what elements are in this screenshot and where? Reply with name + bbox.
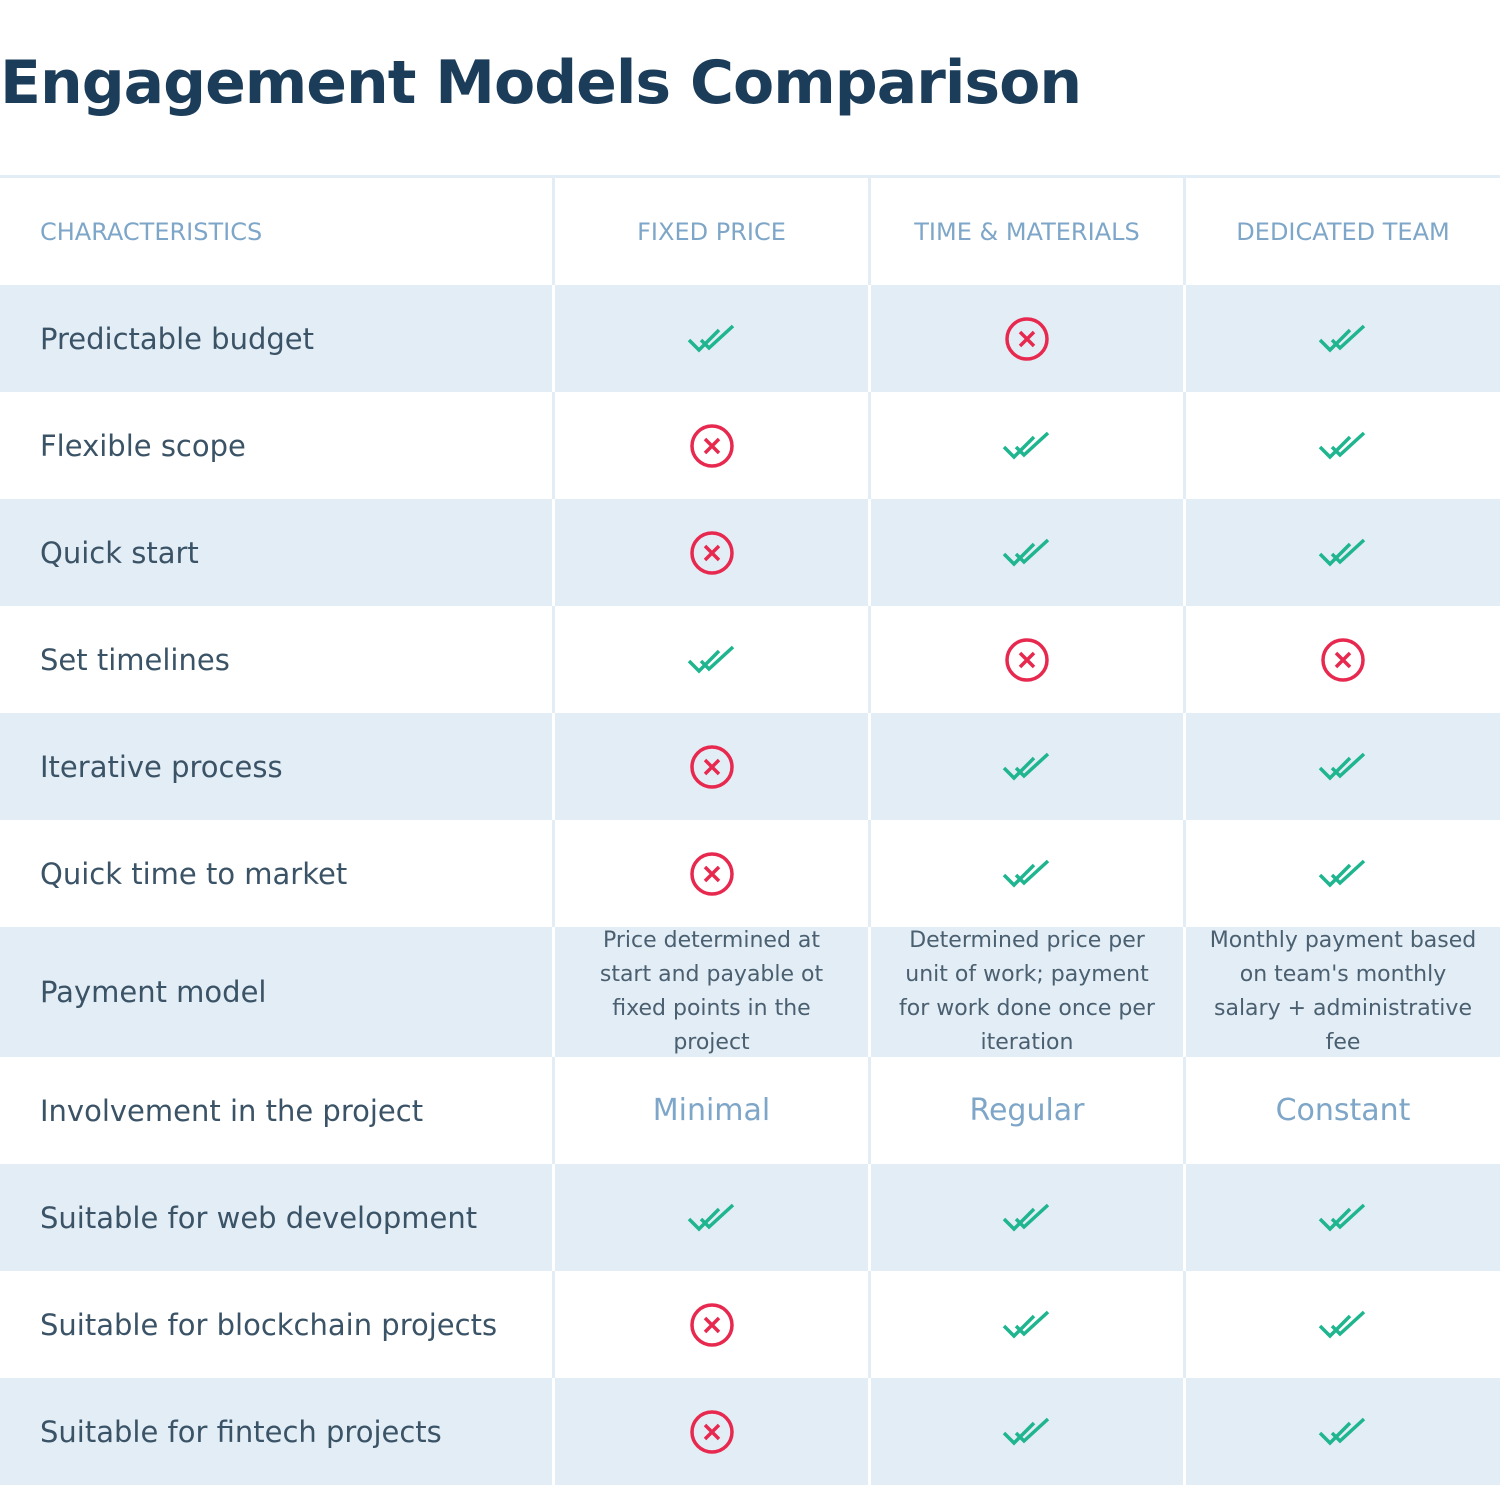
- cell: [1183, 1378, 1500, 1485]
- check-icon: [1002, 431, 1050, 459]
- cell: [552, 499, 868, 606]
- cell: [552, 1271, 868, 1378]
- cell: [868, 499, 1183, 606]
- cell-text: Constant: [1183, 1057, 1500, 1164]
- cell: [552, 285, 868, 392]
- cell: [1183, 499, 1500, 606]
- check-icon: [1318, 1310, 1366, 1338]
- table-row: Suitable for fintech projects: [0, 1378, 1500, 1485]
- header-cell: DEDICATED TEAM: [1183, 178, 1500, 285]
- check-icon: [1318, 859, 1366, 887]
- check-icon: [1002, 752, 1050, 780]
- check-icon: [1318, 324, 1366, 352]
- check-icon: [687, 645, 734, 673]
- check-icon: [687, 1203, 734, 1231]
- table-row: Predictable budget: [0, 285, 1500, 392]
- check-icon: [1002, 1310, 1050, 1338]
- cross-icon: [689, 744, 734, 789]
- page-title: Engagement Models Comparison: [0, 48, 1082, 118]
- cell: [868, 606, 1183, 713]
- check-icon: [1318, 538, 1366, 566]
- check-icon: [1002, 538, 1050, 566]
- row-label: Payment model: [40, 975, 267, 1009]
- cell: [552, 392, 868, 499]
- cell: [868, 392, 1183, 499]
- cross-icon: [689, 1409, 734, 1454]
- cell-text: Regular: [868, 1057, 1183, 1164]
- header-row: CHARACTERISTICS FIXED PRICE TIME & MATERIA…: [0, 178, 1500, 285]
- table-row: Flexible scope: [0, 392, 1500, 499]
- check-icon: [1318, 752, 1366, 780]
- table-row: Suitable for web development: [0, 1164, 1500, 1271]
- cell: [552, 1378, 868, 1485]
- comparison-table: CHARACTERISTICS FIXED PRICE TIME & MATERIA…: [0, 175, 1500, 1485]
- check-icon: [1002, 1203, 1050, 1231]
- cell: [1183, 392, 1500, 499]
- cell-text: Determined price per unit of work; payme…: [868, 927, 1183, 1057]
- header-cell: TIME & MATERIALS: [868, 178, 1183, 285]
- cell: [552, 1164, 868, 1271]
- cell: [1183, 713, 1500, 820]
- cell: [552, 606, 868, 713]
- row-label: Iterative process: [40, 749, 283, 784]
- cell: [552, 820, 868, 927]
- cell: [1183, 1164, 1500, 1271]
- row-label: Set timelines: [40, 642, 230, 677]
- check-icon: [1318, 431, 1366, 459]
- row-label: Involvement in the project: [40, 1093, 424, 1128]
- table-row: Iterative process: [0, 713, 1500, 820]
- cross-icon: [689, 530, 734, 575]
- row-label: Suitable for blockchain projects: [40, 1307, 498, 1342]
- row-label: Flexible scope: [40, 428, 246, 463]
- cell: [868, 1164, 1183, 1271]
- cell: [868, 713, 1183, 820]
- table-row: Involvement in the project Minimal Regular…: [0, 1057, 1500, 1164]
- cell: [868, 285, 1183, 392]
- cell-text: Price determined at start and payable ot…: [552, 927, 868, 1057]
- table-row: Set timelines: [0, 606, 1500, 713]
- cross-icon: [1321, 637, 1365, 682]
- header-cell: CHARACTERISTICS: [40, 217, 263, 246]
- cell: [1183, 1271, 1500, 1378]
- header-cell: FIXED PRICE: [552, 178, 868, 285]
- row-label: Predictable budget: [40, 321, 314, 356]
- cell: [552, 713, 868, 820]
- check-icon: [1002, 1417, 1050, 1445]
- table-row: Quick start: [0, 499, 1500, 606]
- table-row: Suitable for blockchain projects: [0, 1271, 1500, 1378]
- check-icon: [1318, 1417, 1366, 1445]
- table-row: Payment model Price determined at start a…: [0, 927, 1500, 1057]
- cell-text: Minimal: [552, 1057, 868, 1164]
- cross-icon: [689, 423, 734, 468]
- cross-icon: [689, 1302, 734, 1347]
- cell: [868, 1271, 1183, 1378]
- cell: [1183, 820, 1500, 927]
- cross-icon: [1005, 316, 1049, 361]
- check-icon: [1318, 1203, 1366, 1231]
- cell: [1183, 285, 1500, 392]
- cross-icon: [689, 851, 734, 896]
- check-icon: [687, 324, 734, 352]
- cell: [1183, 606, 1500, 713]
- row-label: Quick start: [40, 535, 199, 570]
- table-row: Quick time to market: [0, 820, 1500, 927]
- row-label: Suitable for fintech projects: [40, 1414, 442, 1449]
- row-label: Suitable for web development: [40, 1200, 478, 1235]
- cell: [868, 1378, 1183, 1485]
- cell: [868, 820, 1183, 927]
- check-icon: [1002, 859, 1050, 887]
- cell-text: Monthly payment based on team's monthly …: [1183, 927, 1500, 1057]
- cross-icon: [1005, 637, 1049, 682]
- row-label: Quick time to market: [40, 856, 348, 891]
